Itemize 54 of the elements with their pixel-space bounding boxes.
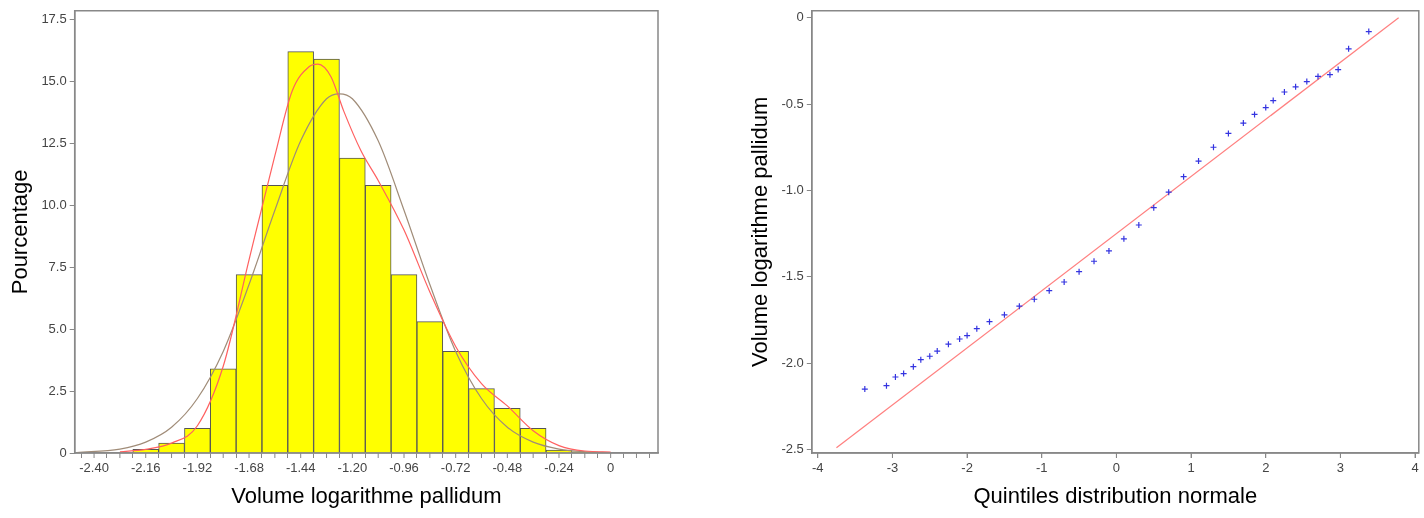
x-tick-label: 3 (1336, 460, 1345, 476)
point (1060, 278, 1068, 286)
x-tick-label: -2.40 (79, 460, 109, 476)
x-tick-label: -0.96 (389, 460, 419, 476)
y-axis-title: Pourcentage (7, 169, 33, 295)
y-tick-label: -1.0 (781, 182, 804, 198)
x-tick-label: -2 (961, 460, 973, 476)
x-tick-label: 0 (1112, 460, 1121, 476)
x-tick-label: -0.48 (492, 460, 523, 476)
x-axis-title: Volume logarithme pallidum (231, 482, 502, 508)
y-tick-label: 7.5 (48, 258, 67, 274)
x-tick-label: -1.68 (234, 460, 264, 476)
x-tick-label: -1.44 (285, 460, 316, 476)
x-tick-label: -0.72 (440, 460, 471, 476)
x-tick-label: -1.20 (337, 460, 368, 476)
point (861, 385, 869, 393)
point (1194, 157, 1203, 165)
point (963, 331, 971, 340)
y-tick-label: -1.5 (781, 268, 804, 284)
point (1326, 71, 1334, 79)
x-tick-label: 0 (607, 460, 615, 476)
y-tick-label: -0.5 (781, 95, 804, 111)
point (933, 347, 941, 355)
point (891, 373, 900, 381)
point (1075, 268, 1083, 276)
x-tick-label: 2 (1262, 460, 1270, 476)
x-tick-label: -1.92 (182, 460, 213, 476)
y-tick-label: 12.5 (41, 134, 67, 150)
y-tick-label: 0 (59, 444, 67, 460)
point (956, 335, 964, 343)
y-tick-label: 17.5 (41, 11, 67, 27)
point (1239, 119, 1247, 127)
x-tick-label: 4 (1411, 460, 1419, 476)
x-tick-label: -1 (1035, 460, 1048, 476)
y-tick-label: -2.5 (781, 441, 804, 457)
y-tick-label: 5.0 (48, 320, 67, 336)
x-axis-title: Quintiles distribution normale (973, 482, 1258, 508)
y-tick-label: 0 (796, 9, 804, 25)
x-tick-label: -0.24 (544, 460, 574, 476)
point (1314, 72, 1322, 81)
y-tick-label: 15.0 (41, 72, 67, 88)
point (1090, 257, 1098, 265)
y-tick-label: 2.5 (48, 382, 67, 398)
point (1280, 88, 1289, 96)
y-tick-label: -2.0 (781, 354, 804, 370)
y-tick-label: 10.0 (41, 196, 67, 212)
point (1135, 221, 1143, 229)
x-tick-label: 1 (1187, 460, 1195, 476)
x-tick-label: -4 (811, 460, 824, 476)
point (1120, 235, 1128, 243)
x-tick-label: -3 (886, 460, 899, 476)
x-tick-label: -2.16 (130, 460, 161, 476)
point (1105, 247, 1113, 255)
y-axis-title: Volume logarithme pallidum (747, 96, 773, 368)
